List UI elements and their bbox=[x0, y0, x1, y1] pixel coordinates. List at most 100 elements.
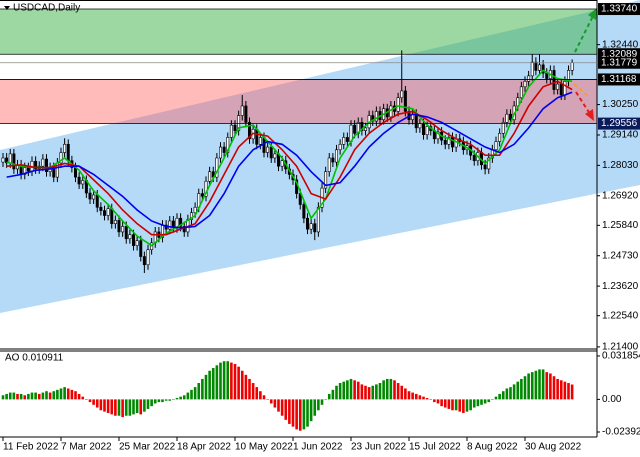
candle-body bbox=[403, 90, 407, 112]
ao-bar bbox=[346, 380, 349, 400]
ao-bar bbox=[324, 399, 327, 400]
ao-bar bbox=[371, 385, 375, 400]
resistance-zone bbox=[0, 79, 597, 124]
ao-bar bbox=[530, 372, 534, 400]
candle-body bbox=[182, 226, 186, 233]
candle-body bbox=[193, 206, 197, 214]
candle-body bbox=[498, 133, 502, 142]
candle-body bbox=[81, 180, 85, 185]
level-label-bg bbox=[598, 73, 640, 86]
ao-bar bbox=[23, 395, 27, 400]
candle-body bbox=[534, 61, 538, 71]
ao-bar bbox=[19, 393, 23, 400]
moving-average bbox=[6, 69, 573, 247]
x-tick-label: 15 Jul 2022 bbox=[409, 442, 461, 453]
ao-bar bbox=[30, 392, 34, 400]
candle-body bbox=[258, 137, 262, 145]
candle-body bbox=[8, 153, 12, 164]
ao-bar bbox=[317, 399, 320, 411]
candle-body bbox=[92, 194, 96, 200]
candle-body bbox=[244, 105, 248, 123]
ao-bar bbox=[164, 399, 168, 401]
candle-body bbox=[331, 157, 335, 163]
ao-bar bbox=[451, 399, 454, 411]
ao-bar bbox=[480, 399, 483, 405]
ao-bar bbox=[309, 399, 313, 422]
ao-bar bbox=[99, 399, 103, 411]
ao-bar bbox=[520, 378, 523, 400]
ao-bar bbox=[472, 399, 476, 408]
ao-bar bbox=[382, 380, 385, 400]
ao-bar bbox=[320, 399, 324, 405]
ao-bar bbox=[251, 383, 255, 400]
ao-bar bbox=[491, 399, 494, 400]
ao-bar bbox=[66, 388, 70, 400]
ao-bar bbox=[150, 399, 153, 407]
ao-bar bbox=[378, 383, 382, 400]
ao-bar bbox=[389, 378, 393, 400]
ao-bar bbox=[70, 389, 74, 400]
ao-bar bbox=[327, 393, 331, 400]
candle-body bbox=[237, 115, 241, 131]
ao-bar bbox=[414, 393, 418, 400]
candle-body bbox=[305, 217, 309, 230]
candle-body bbox=[472, 154, 476, 162]
candle-body bbox=[1, 157, 5, 163]
candle-body bbox=[103, 210, 107, 216]
ao-bar bbox=[37, 393, 41, 400]
candle-body bbox=[556, 83, 560, 90]
arrowhead bbox=[588, 8, 597, 20]
y-tick-label: 1.25840 bbox=[602, 220, 639, 231]
candle-body bbox=[523, 81, 527, 88]
ao-bar bbox=[538, 369, 541, 400]
ao-bar bbox=[135, 399, 139, 414]
candle-body bbox=[132, 234, 136, 246]
ao-bar bbox=[244, 374, 248, 400]
ao-bar bbox=[92, 399, 95, 405]
arrowhead bbox=[585, 109, 594, 121]
candle-body bbox=[527, 75, 531, 82]
ao-bar bbox=[230, 362, 233, 400]
ao-bar bbox=[52, 391, 56, 400]
y-tick-label: 1.26920 bbox=[602, 190, 639, 201]
ao-bar bbox=[117, 399, 121, 416]
level-label: 1.31168 bbox=[601, 74, 637, 85]
candle-body bbox=[135, 240, 139, 246]
ao-bar bbox=[288, 399, 291, 424]
ao-bar bbox=[295, 399, 298, 430]
ao-bar bbox=[5, 393, 8, 400]
ao-bar bbox=[114, 399, 117, 416]
candle-body bbox=[425, 126, 429, 136]
ao-bar bbox=[360, 384, 364, 400]
candle-body bbox=[168, 220, 172, 230]
level-label-bg bbox=[598, 117, 640, 130]
ao-bar bbox=[41, 392, 45, 400]
ao-bar bbox=[197, 383, 201, 400]
candle-body bbox=[418, 123, 422, 129]
candle-body bbox=[280, 160, 284, 167]
ao-bar bbox=[291, 399, 295, 427]
candle-body bbox=[505, 113, 509, 123]
ao-bar bbox=[356, 381, 360, 400]
ao-bar bbox=[211, 368, 215, 400]
ao-bar bbox=[443, 399, 447, 408]
ma-layer bbox=[6, 69, 573, 247]
candle-body bbox=[139, 240, 143, 257]
ao-bar bbox=[48, 392, 52, 400]
forecast-arrow-side bbox=[573, 83, 589, 97]
ao-bar bbox=[559, 380, 563, 400]
x-tick-label: 18 Apr 2022 bbox=[177, 442, 231, 453]
candle-body bbox=[226, 137, 230, 153]
ao-bar bbox=[143, 399, 146, 412]
candle-body bbox=[179, 217, 183, 227]
candle-body bbox=[494, 141, 498, 151]
ao-bar bbox=[95, 399, 99, 408]
ao-bar bbox=[353, 380, 356, 400]
candle-body bbox=[99, 206, 103, 211]
ao-bar bbox=[27, 393, 30, 400]
y-tick-label: 1.24730 bbox=[602, 250, 639, 261]
y-tick-label: 1.32440 bbox=[602, 39, 639, 50]
candle-body bbox=[77, 176, 81, 185]
candle-body bbox=[34, 160, 38, 170]
